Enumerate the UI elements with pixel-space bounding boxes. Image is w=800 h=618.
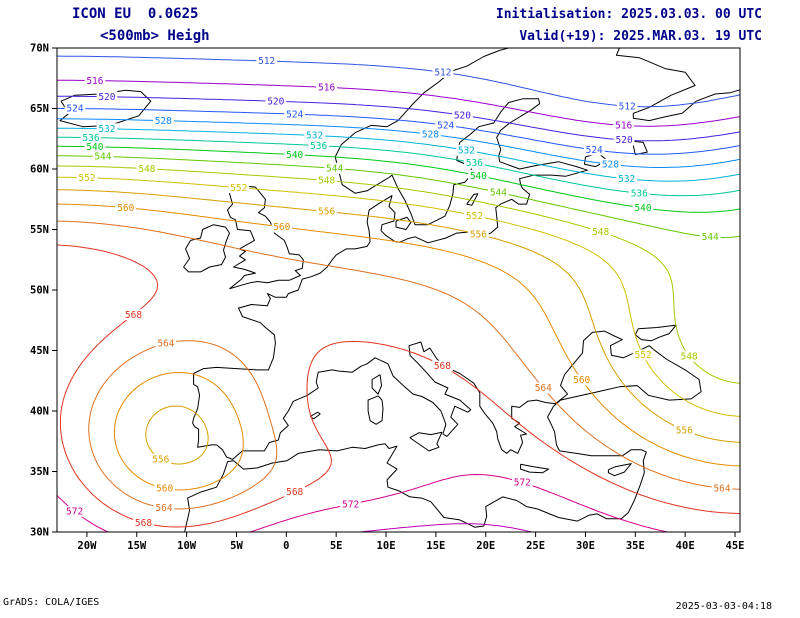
svg-text:552: 552: [230, 183, 247, 194]
lat-tick-label: 40N: [30, 406, 49, 418]
svg-text:516: 516: [86, 76, 103, 87]
svg-text:524: 524: [286, 109, 303, 120]
svg-text:564: 564: [157, 339, 174, 350]
svg-text:540: 540: [286, 150, 303, 161]
svg-text:532: 532: [618, 174, 635, 185]
lat-tick-label: 35N: [30, 466, 49, 478]
svg-text:512: 512: [258, 56, 275, 67]
svg-text:572: 572: [66, 507, 83, 518]
svg-text:548: 548: [681, 352, 698, 363]
svg-text:536: 536: [466, 158, 483, 169]
svg-text:544: 544: [490, 188, 507, 199]
svg-text:564: 564: [535, 383, 552, 394]
lon-tick-label: 10E: [377, 540, 396, 552]
svg-text:520: 520: [267, 97, 284, 108]
valid-time-text: Valid(+19): 2025.MAR.03. 19 UTC: [519, 29, 762, 44]
svg-text:528: 528: [155, 116, 172, 127]
svg-text:528: 528: [422, 130, 439, 141]
svg-text:532: 532: [98, 124, 115, 135]
svg-text:544: 544: [326, 164, 343, 175]
svg-text:524: 524: [586, 145, 603, 156]
svg-text:564: 564: [155, 503, 172, 514]
map-frame: [52, 47, 741, 537]
lon-tick-label: 10W: [177, 540, 197, 552]
svg-text:536: 536: [310, 141, 327, 152]
lon-tick-label: 15E: [426, 540, 445, 552]
grads-credit: GrADS: COLA/IGES: [3, 597, 100, 608]
svg-text:572: 572: [514, 478, 531, 489]
svg-text:516: 516: [615, 121, 632, 132]
lon-tick-label: 15W: [127, 540, 147, 552]
svg-text:548: 548: [592, 227, 609, 238]
svg-text:544: 544: [702, 232, 719, 243]
svg-text:548: 548: [318, 176, 335, 187]
svg-text:544: 544: [94, 152, 111, 163]
svg-text:536: 536: [631, 189, 648, 200]
svg-text:540: 540: [634, 203, 651, 214]
lat-tick-label: 55N: [30, 224, 49, 236]
svg-text:568: 568: [286, 487, 303, 498]
creation-timestamp: 2025-03-03-04:18: [675, 601, 772, 612]
lon-tick-label: 45E: [726, 540, 745, 552]
svg-text:556: 556: [152, 455, 169, 466]
lon-tick-label: 25E: [526, 540, 545, 552]
svg-text:540: 540: [470, 171, 487, 182]
svg-text:536: 536: [82, 133, 99, 144]
svg-text:520: 520: [98, 92, 115, 103]
svg-text:516: 516: [318, 83, 335, 94]
lon-tick-label: 20E: [476, 540, 495, 552]
svg-text:560: 560: [273, 222, 290, 233]
svg-text:560: 560: [573, 375, 590, 386]
svg-text:552: 552: [78, 173, 95, 184]
svg-text:556: 556: [470, 230, 487, 241]
svg-text:552: 552: [635, 350, 652, 361]
svg-text:568: 568: [135, 518, 152, 529]
svg-text:568: 568: [434, 361, 451, 372]
lon-tick-label: 0: [283, 540, 289, 552]
svg-text:560: 560: [156, 484, 173, 495]
svg-text:548: 548: [138, 164, 155, 175]
svg-text:520: 520: [454, 111, 471, 122]
lon-tick-label: 5W: [230, 540, 243, 552]
svg-text:524: 524: [66, 104, 83, 115]
svg-text:556: 556: [318, 207, 335, 218]
svg-text:528: 528: [602, 160, 619, 171]
lat-tick-label: 60N: [30, 164, 49, 176]
svg-text:564: 564: [713, 483, 730, 494]
contour-labels: 5125125125165165165205205205205245245245…: [64, 55, 733, 529]
lon-tick-label: 20W: [77, 540, 97, 552]
svg-text:560: 560: [117, 203, 134, 214]
svg-text:512: 512: [434, 68, 451, 79]
coastlines: [59, 48, 740, 532]
svg-text:572: 572: [342, 500, 359, 511]
svg-text:532: 532: [306, 131, 323, 142]
lon-tick-label: 5E: [330, 540, 343, 552]
lat-tick-label: 30N: [30, 527, 49, 539]
lat-tick-label: 45N: [30, 345, 49, 357]
lon-tick-label: 40E: [676, 540, 695, 552]
svg-text:520: 520: [616, 135, 633, 146]
svg-text:532: 532: [458, 146, 475, 157]
axis-tick-labels: 70N 65N 60N 55N 50N 45N 40N 35N 30N 20W 15W 10W 5W 0 5…: [30, 43, 744, 553]
svg-text:540: 540: [86, 142, 103, 153]
svg-text:568: 568: [125, 310, 142, 321]
model-title: ICON EU 0.0625: [72, 6, 199, 22]
lat-tick-label: 65N: [30, 103, 49, 115]
svg-text:556: 556: [676, 426, 693, 437]
lon-tick-label: 35E: [626, 540, 645, 552]
field-title: <500mb> Heigh: [100, 28, 210, 44]
init-time-text: Initialisation: 2025.03.03. 00 UTC: [495, 7, 762, 22]
svg-text:524: 524: [437, 121, 454, 132]
lat-tick-label: 70N: [30, 43, 49, 55]
svg-text:512: 512: [619, 101, 636, 112]
lat-tick-label: 50N: [30, 285, 49, 297]
lon-tick-label: 30E: [576, 540, 595, 552]
svg-text:552: 552: [466, 211, 483, 222]
